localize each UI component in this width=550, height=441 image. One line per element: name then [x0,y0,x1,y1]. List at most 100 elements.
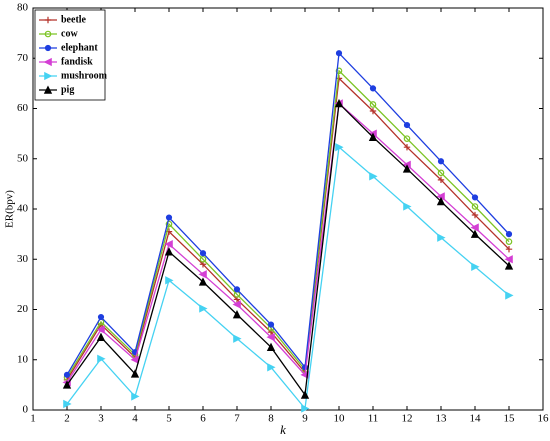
x-tick-label: 1 [30,413,36,425]
marker [403,143,411,151]
legend-label: cow [61,28,78,39]
marker [232,300,241,309]
marker [505,231,513,238]
line [66,76,510,381]
marker [437,233,446,242]
marker [504,255,513,264]
marker [504,261,514,270]
marker [335,67,343,75]
marker [233,286,241,293]
marker [63,399,72,409]
marker [44,44,52,52]
y-tick-label: 10 [17,353,29,365]
marker [44,30,52,38]
marker [403,121,411,129]
line [66,69,510,378]
x-tick-label: 11 [368,413,379,425]
x-tick-label: 16 [538,413,550,425]
x-tick-label: 14 [470,413,482,425]
marker [63,371,71,378]
y-tick-label: 30 [17,253,29,265]
marker [267,328,275,336]
line [66,145,510,411]
marker [232,309,242,319]
marker [402,164,412,173]
legend-label: pig [61,84,74,95]
marker [198,270,207,279]
marker [369,107,377,115]
marker [471,203,479,210]
line [66,102,510,383]
marker [233,334,242,343]
marker [369,85,377,92]
marker [334,98,344,108]
line [66,102,510,397]
marker [300,390,310,399]
marker [471,194,479,201]
x-tick-label: 12 [402,413,413,425]
marker [335,143,344,152]
x-tick-label: 13 [436,413,448,425]
marker [165,214,173,221]
marker [165,276,174,285]
marker [471,262,480,271]
marker [130,369,140,378]
legend-label: mushroom [61,70,108,81]
legend-label: fandisk [61,56,93,67]
marker [43,57,52,67]
marker [96,332,106,341]
legend: beetle cow elephant fandisk mushroom pig [34,9,108,101]
marker [470,229,480,238]
y-axis-label: ER(bpv) [4,190,16,228]
marker [437,176,445,184]
marker [44,71,53,81]
x-tick-label: 8 [268,413,274,425]
x-tick-label: 10 [334,413,346,425]
marker [301,404,310,413]
marker [403,135,411,142]
marker [97,313,105,321]
marker [403,202,412,211]
marker [505,291,514,300]
y-tick-label: 0 [23,404,29,416]
marker [164,247,174,256]
legend-box [34,9,106,101]
marker [130,355,139,364]
x-tick-label: 2 [64,413,70,425]
marker [164,240,173,249]
y-tick-label: 70 [17,52,29,64]
marker [368,132,378,141]
y-tick-label: 50 [17,152,29,164]
marker [471,211,479,219]
marker [266,332,275,342]
x-tick-label: 3 [98,413,104,425]
marker [335,50,343,57]
marker [505,238,513,245]
marker [369,101,377,108]
marker [267,363,276,372]
marker [470,223,479,232]
x-tick-label: 5 [166,413,172,425]
x-tick-label: 7 [234,413,240,425]
marker [96,325,105,334]
marker [44,16,52,24]
marker [505,246,513,253]
marker [266,342,276,351]
marker [436,196,446,206]
y-tick-label: 80 [17,2,29,14]
line [66,51,510,376]
marker [131,392,140,401]
marker [165,220,173,228]
x-tick-label: 4 [132,413,138,425]
legend-label: elephant [61,42,98,53]
x-tick-label: 9 [302,413,308,425]
marker [369,172,378,181]
x-tick-label: 15 [504,413,516,425]
y-tick-label: 40 [17,203,29,215]
marker [267,321,275,328]
marker [199,255,207,263]
marker [199,250,207,257]
marker [437,158,445,165]
